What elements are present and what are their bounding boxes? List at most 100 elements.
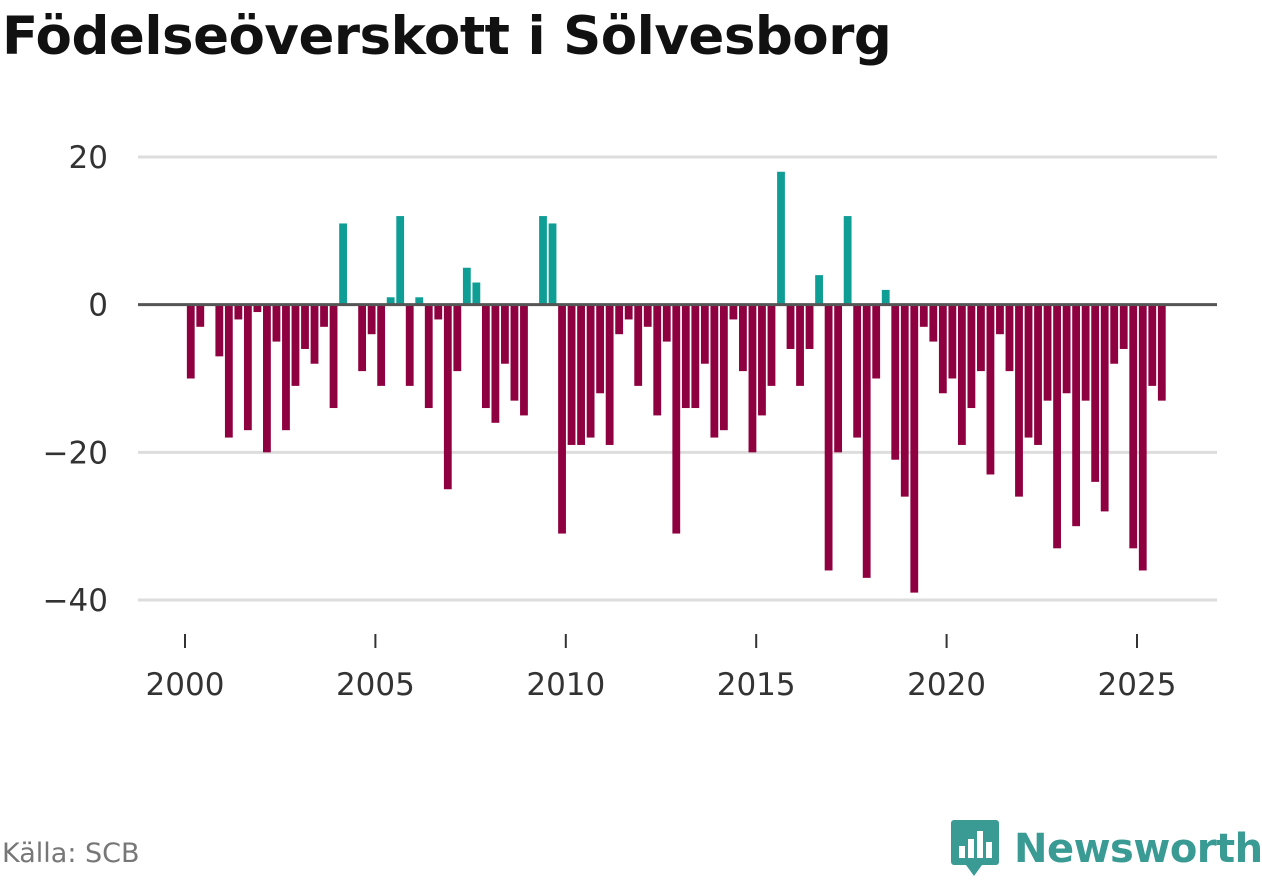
newsworthy-logo: Newsworthy: [950, 818, 1262, 880]
bar: [938, 304, 947, 394]
brand-name: Newsworthy: [1014, 826, 1262, 872]
bar: [434, 304, 443, 320]
bar: [186, 304, 195, 379]
bar: [520, 304, 528, 416]
bar: [339, 223, 347, 305]
bar: [986, 304, 995, 475]
bar: [424, 304, 433, 409]
bar: [910, 304, 919, 593]
bar: [491, 304, 500, 423]
x-tick-label: 2025: [1098, 667, 1177, 703]
bar: [539, 216, 547, 305]
bar: [558, 304, 566, 534]
bar: [919, 304, 928, 327]
x-tick-label: 2015: [717, 667, 796, 703]
bar: [758, 304, 766, 416]
bar: [957, 304, 966, 445]
bar: [862, 304, 871, 578]
bar: [891, 304, 900, 460]
bar: [900, 304, 909, 497]
bar: [872, 304, 881, 379]
bars: [186, 171, 1166, 593]
bar: [700, 304, 709, 364]
bar: [710, 304, 719, 438]
bar: [881, 289, 890, 305]
bar: [367, 304, 376, 335]
y-axis: 20 0 −20 −40: [43, 140, 108, 619]
bar: [767, 304, 776, 386]
bar: [443, 304, 452, 490]
bar: [577, 304, 585, 445]
bar: [853, 304, 862, 438]
bar: [1062, 304, 1071, 394]
bar: [510, 304, 519, 401]
bar: [310, 304, 319, 364]
bar: [291, 304, 300, 386]
bar: [643, 304, 652, 327]
bar: [843, 216, 852, 305]
bar: [748, 304, 757, 453]
bar: [1043, 304, 1052, 401]
bar: [1015, 304, 1023, 497]
bar: [1005, 304, 1014, 372]
bar: [386, 297, 395, 305]
bar: [596, 304, 605, 394]
bar: [967, 304, 976, 409]
bar: [719, 304, 728, 431]
bar: [272, 304, 281, 342]
bar: [624, 304, 633, 320]
bar: [1138, 304, 1147, 571]
bar: [786, 304, 795, 349]
x-tick-label: 2005: [336, 667, 415, 703]
bar: [996, 304, 1004, 335]
x-tick-label: 2020: [907, 667, 986, 703]
bar: [224, 304, 233, 438]
bar: [1100, 304, 1109, 512]
x-tick-label: 2000: [146, 667, 225, 703]
bar: [415, 297, 424, 305]
x-axis: 2000 2005 2010 2015 2020 2025: [146, 634, 1177, 703]
bar: [672, 304, 681, 534]
bar: [253, 304, 262, 313]
bar: [501, 304, 509, 364]
bar: [929, 304, 938, 342]
bar: [329, 304, 338, 409]
bar: [481, 304, 490, 409]
bar: [1024, 304, 1033, 438]
bar: [805, 304, 814, 349]
bar: [453, 304, 462, 372]
bar: [215, 304, 224, 357]
bar: [358, 304, 367, 372]
y-tick-label: 0: [88, 288, 108, 324]
bar: [634, 304, 643, 386]
bar: [301, 304, 309, 349]
bar: [834, 304, 843, 453]
bar: [824, 304, 833, 571]
bar: [1148, 304, 1157, 386]
bar: [739, 304, 747, 372]
bar: [282, 304, 290, 431]
bar: [1091, 304, 1100, 482]
y-tick-label: −40: [43, 583, 108, 619]
bar: [777, 171, 785, 305]
bar: [1157, 304, 1166, 401]
x-tick-label: 2010: [526, 667, 605, 703]
bar: [405, 304, 414, 386]
y-tick-label: −20: [43, 435, 108, 471]
bar: [815, 275, 823, 305]
bar: [1081, 304, 1090, 401]
chart-title: Födelseöverskott i Sölvesborg: [2, 6, 892, 67]
bar: [662, 304, 671, 342]
bar: [263, 304, 271, 453]
bar: [653, 304, 662, 416]
bar: [462, 267, 471, 305]
bar: [1119, 304, 1128, 349]
bar: [377, 304, 386, 386]
newsworthy-logo-icon: [951, 820, 999, 876]
bar: [567, 304, 576, 445]
bar: [320, 304, 328, 327]
bar: [1110, 304, 1119, 364]
bar: [948, 304, 957, 379]
bar: [729, 304, 738, 320]
bar: [472, 282, 481, 305]
